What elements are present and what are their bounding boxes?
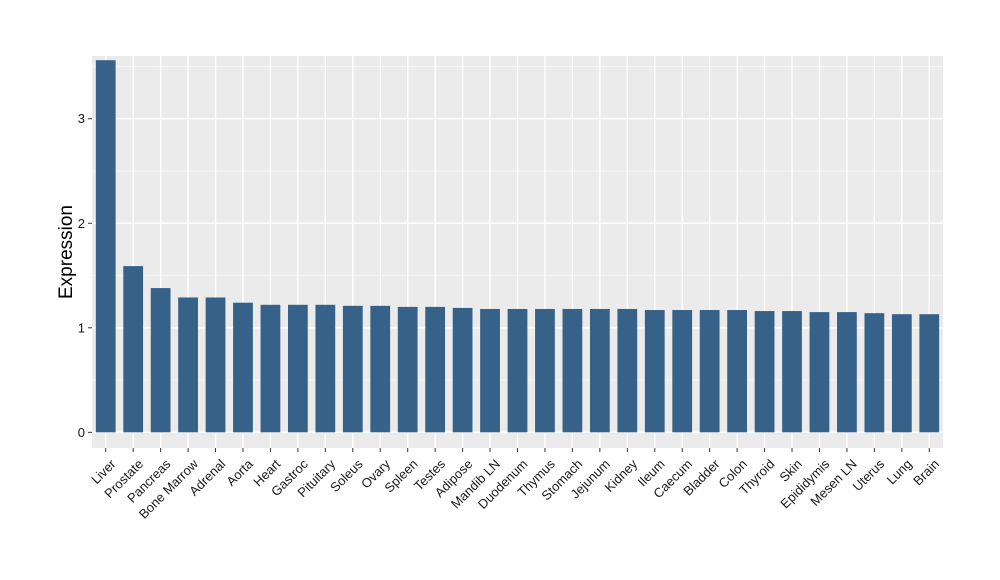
bar-ileum <box>644 310 665 433</box>
bar-spleen <box>397 306 418 433</box>
bar-jejunum <box>589 308 610 433</box>
bar-bladder <box>699 310 720 433</box>
bar-colon <box>727 310 747 433</box>
bar-pancreas <box>150 288 171 433</box>
bar-caecum <box>672 310 693 433</box>
bar-epididymis <box>809 312 830 433</box>
x-tick-label: Aorta <box>223 456 256 489</box>
x-tick-label: Lung <box>884 456 915 487</box>
bar-mandib-ln <box>480 308 500 433</box>
bar-soleus <box>342 305 363 433</box>
y-tick-label: 1 <box>78 320 85 335</box>
bar-duodenum <box>507 308 528 433</box>
bar-thymus <box>535 308 555 433</box>
bar-bone-marrow <box>178 297 198 433</box>
bar-lung <box>891 314 912 433</box>
y-axis-title: Expression <box>56 205 77 299</box>
bar-thyroid <box>754 311 775 433</box>
bars <box>95 60 940 433</box>
bar-prostate <box>123 266 144 433</box>
bar-heart <box>260 304 281 433</box>
bar-mesen-ln <box>837 312 857 433</box>
x-tick-label: Brain <box>910 456 942 488</box>
y-axis: 0 1 2 3 <box>78 111 92 440</box>
bar-testes <box>425 306 446 433</box>
bar-liver <box>95 60 116 433</box>
y-tick-label: 2 <box>78 216 85 231</box>
bar-uterus <box>864 313 885 433</box>
bar-stomach <box>562 308 583 433</box>
bar-adrenal <box>205 297 226 433</box>
bar-pituitary <box>315 304 336 433</box>
y-tick-label: 3 <box>78 111 85 126</box>
bar-skin <box>782 311 802 433</box>
y-tick-label: 0 <box>78 425 85 440</box>
bar-aorta <box>233 302 253 433</box>
bar-ovary <box>370 305 391 433</box>
bar-brain <box>919 314 940 433</box>
x-tick-label: Uterus <box>850 456 888 494</box>
bar-kidney <box>617 308 638 433</box>
bar-gastroc <box>288 304 308 433</box>
bar-adipose <box>452 307 473 433</box>
